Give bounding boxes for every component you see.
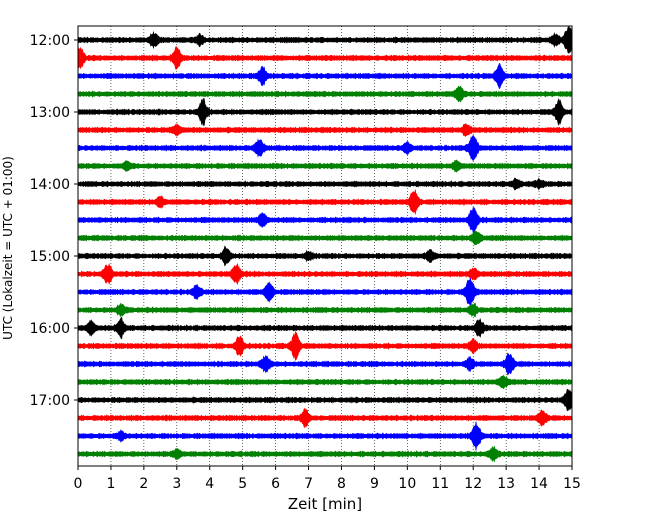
- trace-1330: [77, 134, 573, 162]
- trace-1345: [77, 159, 573, 173]
- axes-frame: [77, 25, 573, 467]
- x-axis-label: Zeit [min]: [288, 495, 362, 513]
- y-tick-label: 16:00: [30, 321, 70, 337]
- x-tick-label: 10: [398, 476, 416, 492]
- y-tick-label: 17:00: [30, 393, 70, 409]
- trace-1745: [77, 445, 573, 463]
- x-tick-label: 12: [464, 476, 482, 492]
- trace-1645: [77, 374, 573, 390]
- x-tick-label: 8: [337, 476, 346, 492]
- trace-1530: [77, 277, 573, 307]
- x-tick-label: 13: [497, 476, 515, 492]
- trace-1630: [77, 352, 573, 376]
- trace-1600: [77, 316, 573, 340]
- trace-1615: [77, 331, 573, 361]
- trace-1200: [77, 26, 573, 54]
- seismogram-traces: [77, 26, 573, 463]
- plot-area: [110, 26, 540, 466]
- x-tick-label: 15: [563, 476, 581, 492]
- x-tick-label: 14: [530, 476, 548, 492]
- trace-1730: [77, 421, 573, 451]
- x-tick-label: 1: [106, 476, 115, 492]
- trace-1415: [77, 189, 573, 215]
- trace-1715: [77, 407, 573, 429]
- y-axis-label: UTC (Lokalzeit = UTC + 01:00): [1, 156, 15, 340]
- trace-1300: [77, 97, 573, 127]
- trace-1230: [77, 62, 573, 90]
- trace-1515: [77, 263, 573, 285]
- trace-1315: [77, 122, 573, 138]
- x-tick-label: 2: [139, 476, 148, 492]
- x-tick-label: 7: [304, 476, 313, 492]
- y-tick-label: 12:00: [30, 33, 70, 49]
- x-tick-label: 4: [205, 476, 214, 492]
- trace-1445: [77, 230, 573, 246]
- x-axis: 0 1 2 3 4 5 6 7 8 9 10 11 12 13 14 15: [74, 466, 581, 492]
- y-tick-label: 13:00: [30, 105, 70, 121]
- trace-1700: [77, 388, 573, 412]
- x-tick-label: 0: [74, 476, 83, 492]
- x-tick-label: 6: [271, 476, 280, 492]
- trace-1245: [77, 85, 573, 103]
- y-tick-label: 15:00: [30, 249, 70, 265]
- x-tick-label: 11: [431, 476, 449, 492]
- x-tick-label: 9: [370, 476, 379, 492]
- y-axis: 12:00 13:00 14:00 15:00 16:00 17:00: [30, 33, 78, 409]
- trace-1545: [77, 302, 573, 318]
- x-tick-label: 5: [238, 476, 247, 492]
- y-tick-label: 14:00: [30, 177, 70, 193]
- trace-1400: [77, 177, 573, 191]
- x-tick-label: 3: [172, 476, 181, 492]
- trace-1430: [77, 206, 573, 234]
- trace-1500: [77, 245, 573, 267]
